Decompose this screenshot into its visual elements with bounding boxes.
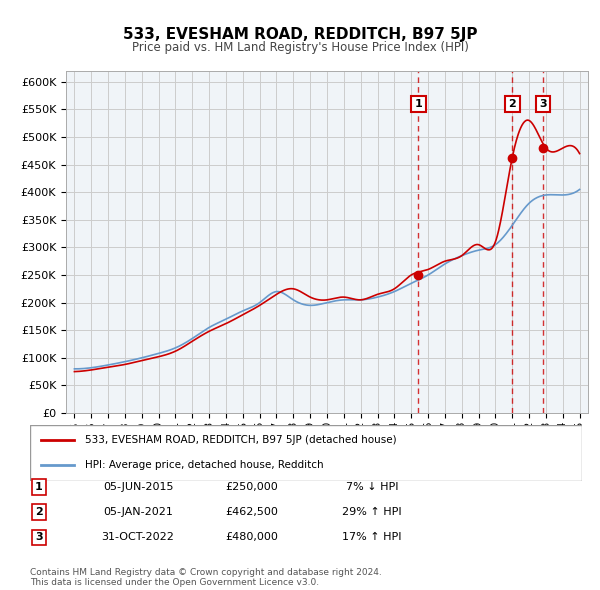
Text: 533, EVESHAM ROAD, REDDITCH, B97 5JP: 533, EVESHAM ROAD, REDDITCH, B97 5JP xyxy=(123,27,477,41)
Text: 05-JAN-2021: 05-JAN-2021 xyxy=(103,507,173,517)
Text: 2: 2 xyxy=(35,507,43,517)
Text: 31-OCT-2022: 31-OCT-2022 xyxy=(101,533,175,542)
Text: Price paid vs. HM Land Registry's House Price Index (HPI): Price paid vs. HM Land Registry's House … xyxy=(131,41,469,54)
Text: £250,000: £250,000 xyxy=(226,482,278,491)
Text: 17% ↑ HPI: 17% ↑ HPI xyxy=(342,533,402,542)
Text: 1: 1 xyxy=(415,99,422,109)
Text: 3: 3 xyxy=(539,99,547,109)
Text: 2: 2 xyxy=(509,99,516,109)
Text: £480,000: £480,000 xyxy=(226,533,278,542)
Text: HPI: Average price, detached house, Redditch: HPI: Average price, detached house, Redd… xyxy=(85,460,324,470)
Text: 1: 1 xyxy=(35,482,43,491)
Text: 7% ↓ HPI: 7% ↓ HPI xyxy=(346,482,398,491)
Text: 29% ↑ HPI: 29% ↑ HPI xyxy=(342,507,402,517)
Text: 3: 3 xyxy=(35,533,43,542)
FancyBboxPatch shape xyxy=(30,425,582,481)
Text: 533, EVESHAM ROAD, REDDITCH, B97 5JP (detached house): 533, EVESHAM ROAD, REDDITCH, B97 5JP (de… xyxy=(85,435,397,445)
Text: Contains HM Land Registry data © Crown copyright and database right 2024.
This d: Contains HM Land Registry data © Crown c… xyxy=(30,568,382,587)
Text: £462,500: £462,500 xyxy=(226,507,278,517)
Text: 05-JUN-2015: 05-JUN-2015 xyxy=(103,482,173,491)
